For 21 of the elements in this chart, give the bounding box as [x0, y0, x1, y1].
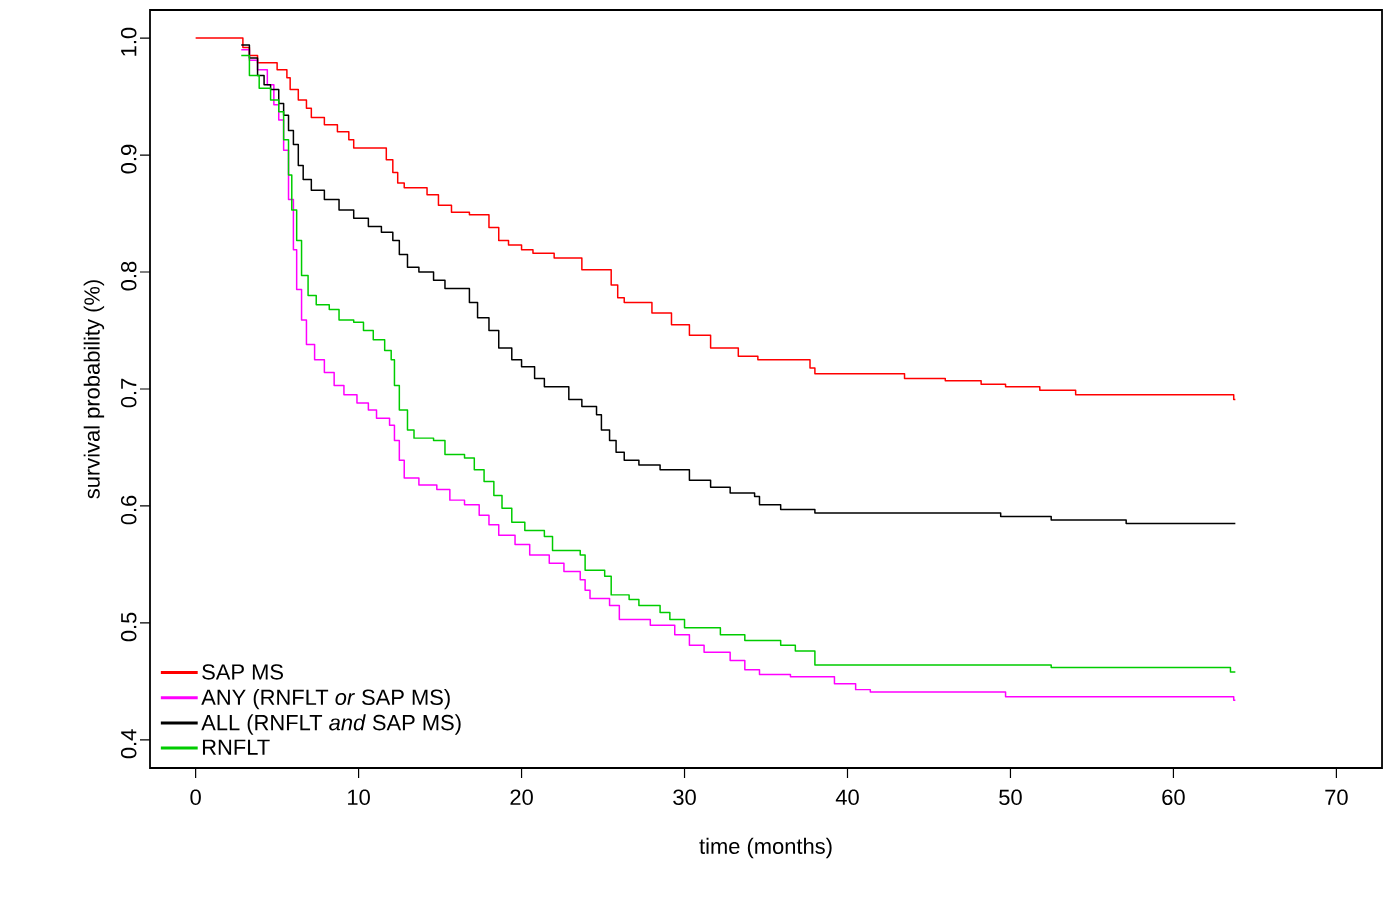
y-tick-label: 0.9 [120, 144, 137, 174]
x-tick-label: 0 [190, 789, 201, 806]
y-tick-label: 0.8 [120, 261, 137, 291]
y-tick-label: 1.0 [120, 27, 137, 56]
x-tick-label: 70 [1325, 789, 1348, 806]
x-tick-label: 20 [510, 789, 533, 806]
y-tick-label: 0.6 [120, 495, 137, 525]
y-tick-label: 0.5 [120, 612, 137, 642]
x-tick-label: 10 [348, 789, 370, 806]
y-tick-label: 0.4 [120, 729, 137, 759]
legend-label: ALL (RNFLT and SAP MS) [201, 714, 461, 735]
y-axis-title: survival probability (%) [83, 280, 105, 499]
legend-label: ANY (RNFLT or SAP MS) [201, 688, 450, 710]
legend-label: SAP MS [202, 664, 283, 680]
x-axis-title: time (months) [699, 837, 832, 859]
x-tick-label: 60 [1162, 789, 1185, 806]
x-tick-label: 50 [999, 789, 1022, 806]
x-tick-label: 40 [835, 789, 859, 806]
x-tick-label: 30 [673, 789, 696, 806]
legend-label: RNFLT [202, 739, 270, 755]
y-tick-label: 0.7 [120, 378, 137, 408]
